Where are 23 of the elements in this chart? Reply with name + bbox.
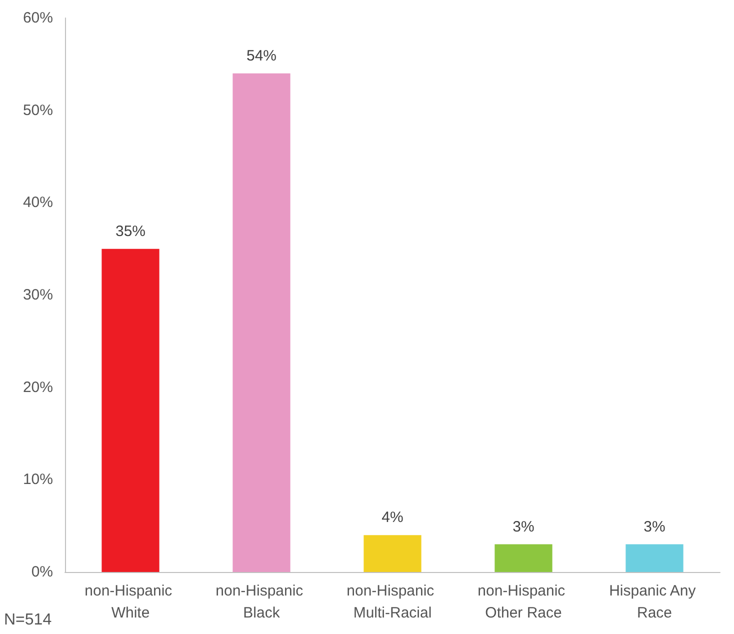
data-label: 54% [246,47,277,64]
data-label: 35% [115,222,146,240]
data-label: 3% [644,518,666,536]
text: N=514 [4,612,52,628]
bar [232,73,290,572]
y-tick-label: 0% [31,564,53,580]
y-tick-label: 50% [22,102,53,119]
bar [626,544,684,572]
x-tick-label: non-Hispanic Other Race [478,582,570,622]
bar [364,535,422,572]
bar [102,248,160,572]
y-tick-label: 20% [22,378,53,396]
y-tick-label: 30% [22,286,53,304]
y-tick-label: 40% [22,194,53,212]
data-label: 3% [512,518,534,536]
y-tick-label: 60% [22,10,53,26]
y-tick-label: 10% [22,471,53,488]
bar [494,544,552,572]
data-label: 4% [382,509,404,526]
x-tick-label: non-Hispanic White [84,582,176,622]
x-tick-label: non-Hispanic Black [216,582,308,622]
x-tick-label: non-Hispanic Multi-Racial [346,582,438,622]
x-tick-label: Hispanic Any Race [609,582,700,622]
